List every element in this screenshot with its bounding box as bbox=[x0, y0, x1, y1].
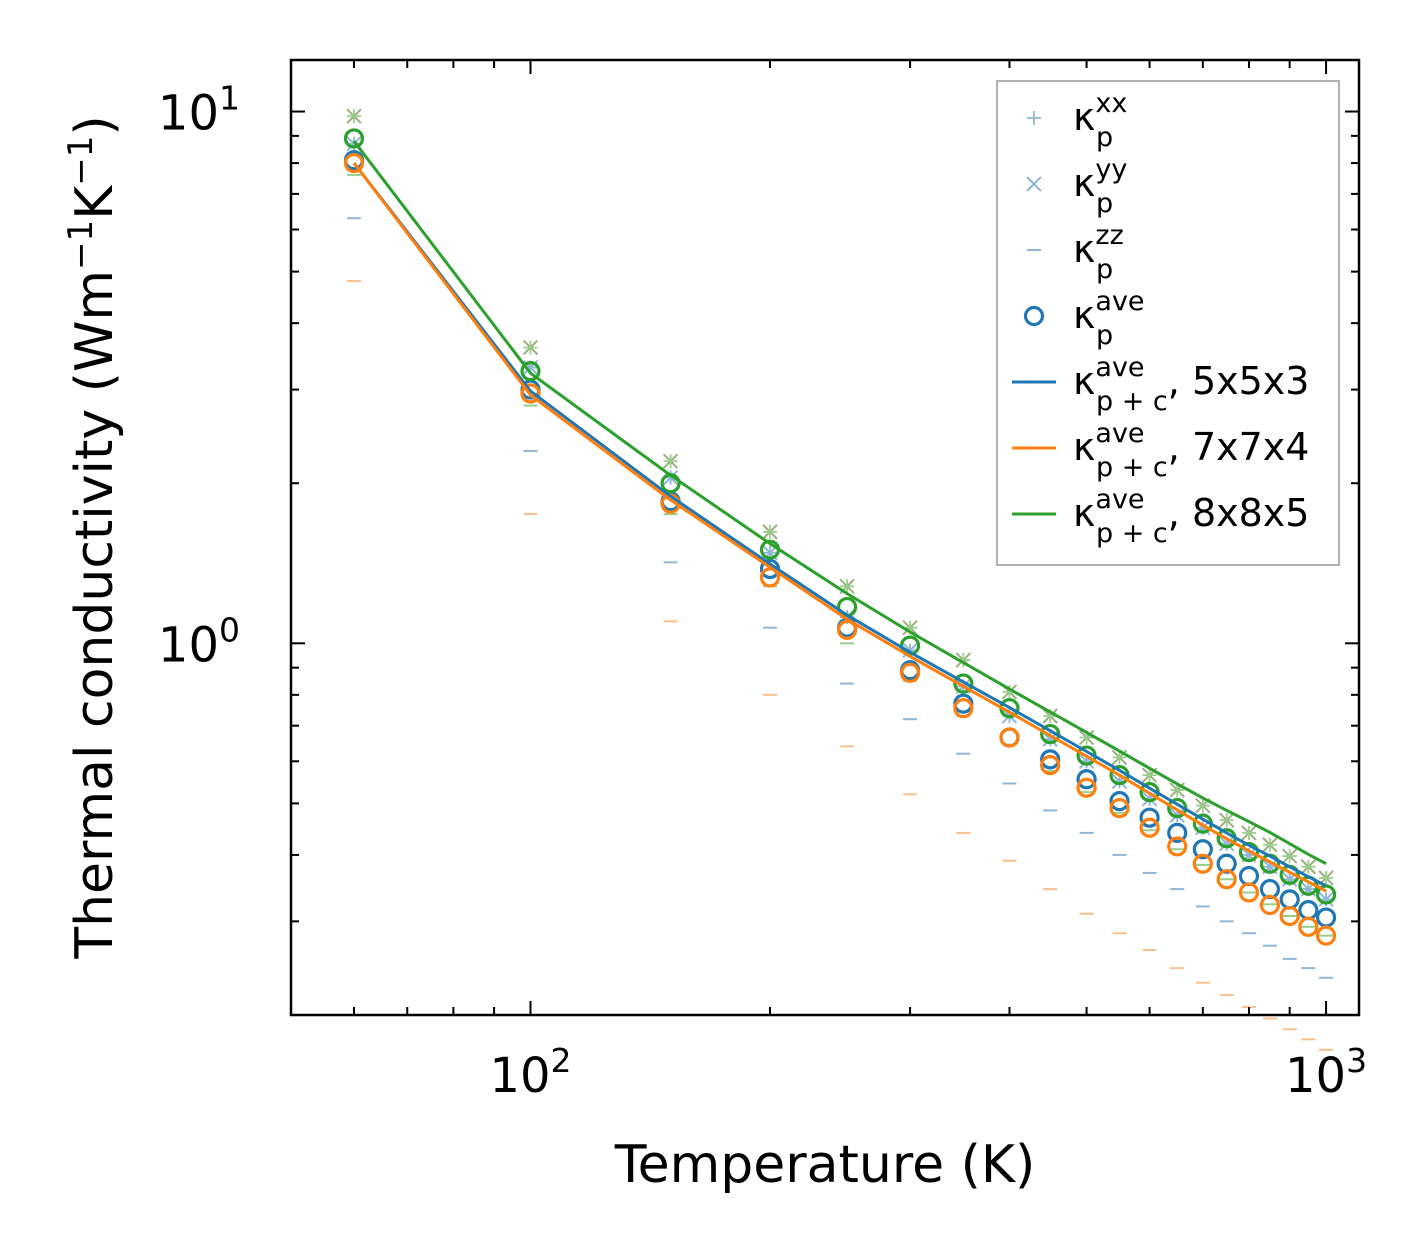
kave-point-5x5x3 bbox=[1040, 749, 1061, 770]
legend-label: κave p + c, 7x7x4 bbox=[1073, 418, 1309, 483]
kave-point-7x7x4 bbox=[1040, 755, 1061, 776]
kxx-point-8x8x5 bbox=[1319, 870, 1334, 885]
kave-point-7x7x4 bbox=[953, 698, 974, 719]
legend-marker bbox=[1023, 305, 1045, 327]
kxx-point-8x8x5 bbox=[523, 340, 538, 355]
kxx-point-8x8x5 bbox=[346, 109, 361, 124]
kave-point-8x8x5 bbox=[520, 361, 541, 382]
y-tick-label: 100 bbox=[158, 610, 240, 673]
kxx-point-8x8x5 bbox=[1241, 825, 1256, 840]
x-axis-label: Temperature (K) bbox=[614, 1135, 1036, 1195]
kxx-point-8x8x5 bbox=[1301, 859, 1316, 874]
kave-point-7x7x4 bbox=[1259, 894, 1281, 916]
kave-point-7x7x4 bbox=[899, 662, 921, 683]
kpc-line-5x5x3 bbox=[352, 162, 1327, 888]
kpc-line-7x7x4 bbox=[352, 162, 1327, 893]
legend-marker bbox=[1026, 176, 1042, 192]
kave-point-7x7x4 bbox=[1192, 853, 1213, 874]
legend-label: κave p bbox=[1073, 286, 1145, 351]
x-tick-label: 103 bbox=[1285, 1041, 1367, 1104]
tick-labels: 102 103 100 101 bbox=[158, 79, 1367, 1104]
y-tick-label: 101 bbox=[158, 79, 240, 142]
kave-point-8x8x5 bbox=[1238, 841, 1260, 863]
kave-point-7x7x4 bbox=[1315, 925, 1337, 946]
legend-label: κave p + c, 5x5x3 bbox=[1073, 352, 1309, 417]
kave-point-7x7x4 bbox=[1279, 905, 1300, 927]
series-7x7x4 bbox=[346, 280, 1334, 1051]
legend-label: κzz p bbox=[1073, 220, 1124, 285]
kave-point-7x7x4 bbox=[1139, 817, 1160, 838]
kave-point-5x5x3 bbox=[1167, 822, 1188, 844]
kave-point-5x5x3 bbox=[1139, 807, 1160, 828]
x-tick-label: 102 bbox=[489, 1041, 571, 1104]
legend-box bbox=[996, 80, 1340, 566]
plot-frame bbox=[289, 58, 1361, 1017]
kave-point-7x7x4 bbox=[999, 727, 1020, 748]
kave-point-8x8x5 bbox=[343, 128, 365, 149]
kxx-point-8x8x5 bbox=[1142, 768, 1157, 783]
data-series bbox=[343, 108, 1337, 1051]
kave-point-7x7x4 bbox=[1238, 882, 1260, 903]
kxx-point-8x8x5 bbox=[1195, 798, 1210, 813]
kave-point-7x7x4 bbox=[343, 152, 365, 174]
legend-label: κxx p bbox=[1073, 88, 1127, 153]
kxx-point-8x8x5 bbox=[1219, 813, 1234, 828]
legend-marker bbox=[1027, 111, 1041, 125]
kave-point-5x5x3 bbox=[1076, 769, 1097, 790]
kave-point-8x8x5 bbox=[953, 673, 974, 694]
kxx-point-8x8x5 bbox=[1262, 837, 1277, 852]
kave-point-7x7x4 bbox=[1167, 836, 1188, 857]
kave-point-7x7x4 bbox=[1216, 869, 1237, 890]
series-8x8x5 bbox=[346, 108, 1334, 937]
kxx-point-8x8x5 bbox=[840, 579, 855, 594]
kxx-point-8x8x5 bbox=[663, 454, 678, 469]
kpc-line-8x8x5 bbox=[352, 140, 1327, 866]
kave-point-7x7x4 bbox=[520, 383, 541, 404]
kave-point-7x7x4 bbox=[1298, 916, 1319, 937]
kxx-point-8x8x5 bbox=[762, 524, 777, 539]
kxx-point-8x8x5 bbox=[1282, 849, 1297, 864]
kave-point-5x5x3 bbox=[1192, 839, 1213, 860]
kave-point-7x7x4 bbox=[836, 619, 858, 640]
legend-label: κyy p bbox=[1073, 154, 1127, 219]
kave-point-5x5x3 bbox=[1109, 790, 1130, 812]
kave-point-7x7x4 bbox=[1076, 777, 1097, 798]
y-axis-label: Thermal conductivity (Wm−1K−1) bbox=[61, 115, 125, 959]
legend-label: κave p + c, 8x8x5 bbox=[1073, 484, 1309, 549]
kave-point-8x8x5 bbox=[1315, 884, 1337, 905]
kave-point-7x7x4 bbox=[1109, 797, 1130, 819]
